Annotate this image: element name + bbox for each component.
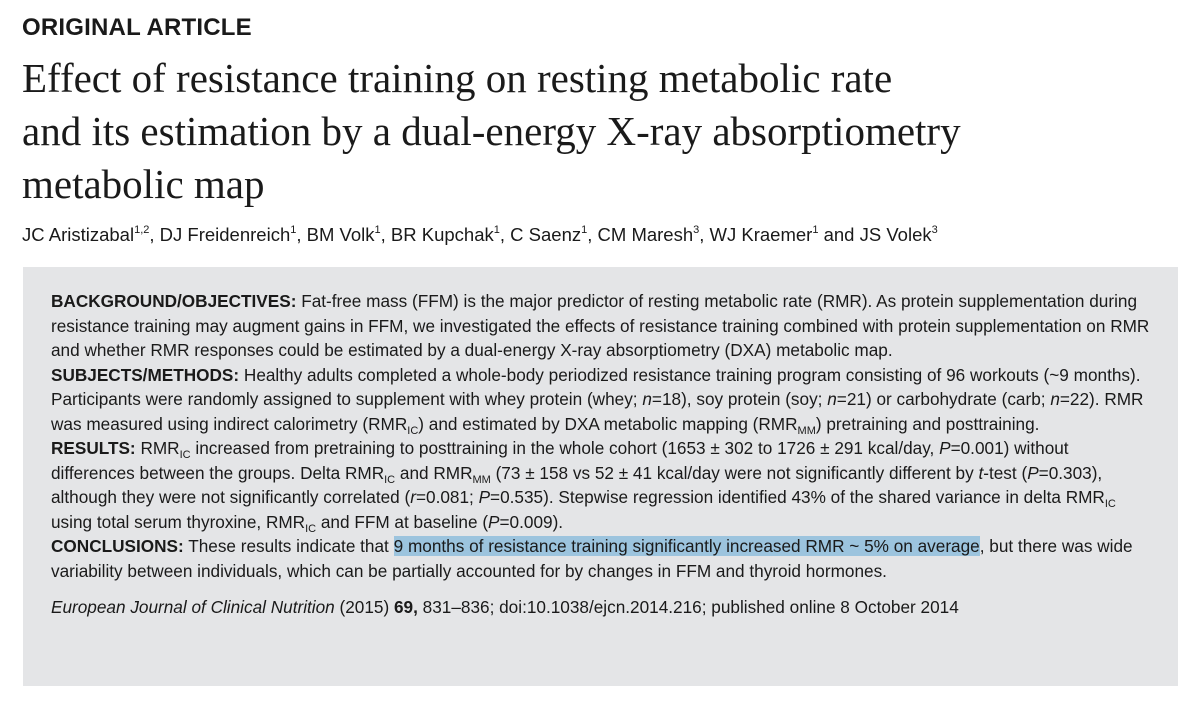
author-affiliation: 3 — [693, 224, 700, 236]
author-affiliation: 1 — [374, 224, 381, 236]
section-text: Fat-free mass (FFM) is the major predict… — [51, 291, 1150, 360]
citation-line: European Journal of Clinical Nutrition (… — [51, 595, 1156, 620]
subscript: MM — [472, 473, 491, 486]
subscript: IC — [1104, 498, 1116, 510]
italic-symbol: P — [478, 487, 491, 507]
journal-name: European Journal of Clinical Nutrition — [51, 597, 335, 617]
section-text: =21) or carbohydrate (carb; — [836, 389, 1051, 409]
section-heading: SUBJECTS/METHODS: — [51, 364, 240, 385]
section-text: =18), soy protein (soy; — [651, 389, 828, 409]
author-affiliation: 1 — [493, 224, 500, 236]
section-text: (73 ± 158 vs 52 ± 41 kcal/day were not s… — [490, 462, 979, 483]
author-name: WJ Kraemer — [709, 224, 813, 245]
highlighted-text[interactable]: 9 months of resistance training signific… — [393, 536, 980, 556]
abstract-results: RESULTS: RMRIC increased from pretrainin… — [51, 436, 1156, 534]
citation-year: (2015) — [334, 597, 394, 617]
citation-volume: 69, — [393, 597, 418, 617]
italic-symbol: P — [939, 438, 951, 458]
section-text: and RMR — [395, 462, 473, 483]
author-list: JC Aristizabal1,2, DJ Freidenreich1, BM … — [22, 224, 938, 245]
section-text: =0.081; — [415, 487, 479, 507]
author-name: BM Volk — [306, 224, 375, 245]
section-text: -test ( — [983, 462, 1028, 483]
title-line: Effect of resistance training on resting… — [22, 55, 893, 101]
article-title: Effect of resistance training on resting… — [22, 52, 1172, 211]
author-affiliation: 3 — [931, 224, 938, 236]
section-text: RMR — [135, 438, 180, 458]
italic-symbol: t — [978, 462, 984, 483]
article-type-label: ORIGINAL ARTICLE — [22, 14, 252, 41]
section-text: , but there was wide variability between… — [51, 536, 1133, 581]
section-text: using total serum thyroxine, RMR — [51, 511, 306, 532]
section-text: Healthy adults completed a whole-body pe… — [51, 364, 1141, 410]
italic-symbol: r — [410, 487, 416, 507]
author-name: BR Kupchak — [390, 224, 494, 245]
section-text: and FFM at baseline ( — [316, 511, 489, 532]
section-text: ) and estimated by DXA metabolic mapping… — [418, 413, 798, 434]
section-text: =0.303), although they were not signific… — [51, 462, 1103, 508]
italic-symbol: P — [1027, 462, 1039, 483]
section-text: These results indicate that — [183, 536, 394, 556]
subscript: IC — [384, 473, 396, 486]
section-text: =22). RMR was measured using indirect ca… — [51, 389, 1144, 434]
subscript: IC — [305, 522, 317, 535]
italic-symbol: n — [642, 389, 652, 409]
author-affiliation: 1 — [812, 224, 819, 236]
section-text: ) pretraining and posttraining. — [815, 413, 1040, 434]
abstract-conclusions: CONCLUSIONS: These results indicate that… — [51, 534, 1156, 583]
abstract-box: BACKGROUND/OBJECTIVES: Fat-free mass (FF… — [23, 267, 1178, 686]
section-text: increased from pretraining to posttraini… — [190, 438, 940, 458]
subscript: IC — [179, 449, 191, 461]
citation-details: 831–836; doi:10.1038/ejcn.2014.216; publ… — [417, 597, 959, 617]
author-name: JC Aristizabal — [22, 224, 135, 245]
section-heading: RESULTS: — [51, 438, 136, 458]
title-line: and its estimation by a dual-energy X-ra… — [22, 108, 961, 154]
section-heading: BACKGROUND/OBJECTIVES: — [51, 291, 297, 311]
author-affiliation: 1 — [581, 224, 588, 236]
abstract-methods: SUBJECTS/METHODS: Healthy adults complet… — [51, 363, 1156, 437]
italic-symbol: P — [488, 511, 500, 532]
title-line: metabolic map — [22, 161, 265, 207]
abstract-background: BACKGROUND/OBJECTIVES: Fat-free mass (FF… — [51, 289, 1156, 363]
author-affiliation: 1,2 — [134, 224, 150, 236]
section-text: =0.535). Stepwise regression identified … — [490, 487, 1105, 507]
section-heading: CONCLUSIONS: — [51, 536, 184, 556]
author-name: JS Volek — [859, 224, 932, 245]
italic-symbol: n — [1050, 389, 1060, 409]
italic-symbol: n — [827, 389, 837, 409]
section-text: =0.001) without differences between the … — [51, 438, 1069, 483]
subscript: IC — [407, 424, 419, 437]
author-name: CM Maresh — [597, 224, 694, 245]
subscript: MM — [797, 424, 816, 437]
author-affiliation: 1 — [290, 224, 297, 236]
section-text: =0.009). — [499, 511, 564, 532]
author-name: C Saenz — [510, 224, 582, 245]
author-name: DJ Freidenreich — [159, 224, 291, 245]
